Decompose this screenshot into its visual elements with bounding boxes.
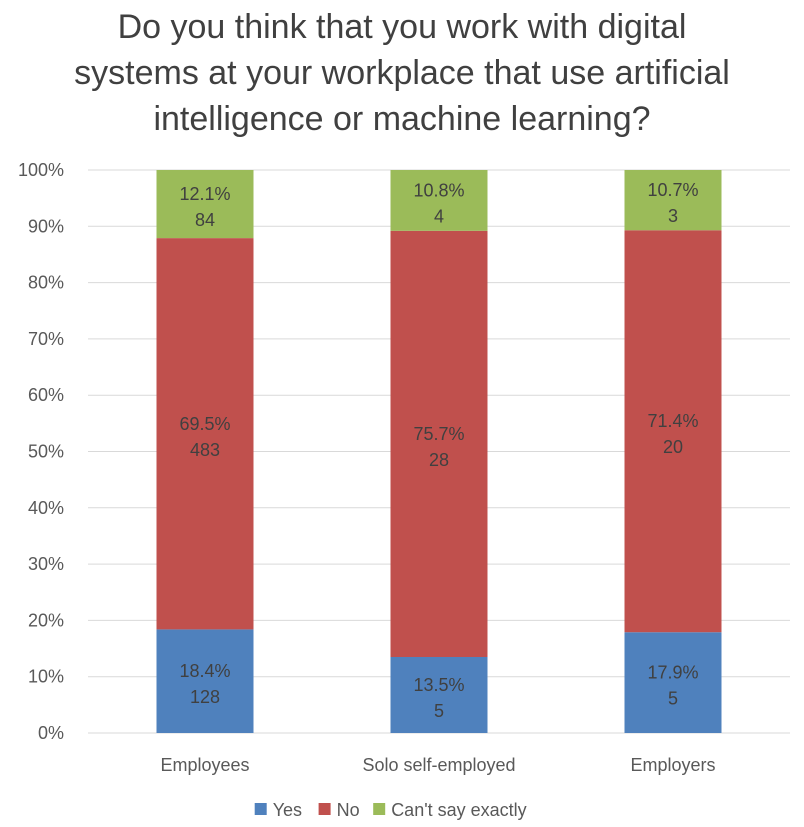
- data-label-count: 5: [668, 689, 678, 709]
- legend-label: Can't say exactly: [391, 800, 527, 820]
- legend-label: Yes: [273, 800, 302, 820]
- data-label-percent: 10.7%: [647, 180, 698, 200]
- legend-swatch: [254, 803, 267, 815]
- data-label-percent: 69.5%: [179, 414, 230, 434]
- y-tick-label: 10%: [28, 667, 64, 687]
- y-tick-label: 70%: [28, 329, 64, 349]
- y-tick-label: 0%: [38, 723, 64, 743]
- data-label-percent: 17.9%: [647, 663, 698, 683]
- x-category-label: Solo self-employed: [362, 755, 515, 775]
- bar-segment: [390, 230, 488, 657]
- y-tick-label: 90%: [28, 216, 64, 236]
- bar-segment: [624, 230, 722, 633]
- data-label-percent: 13.5%: [413, 675, 464, 695]
- data-label-count: 128: [190, 687, 220, 707]
- legend-swatch: [373, 803, 386, 815]
- x-category-label: Employees: [160, 755, 249, 775]
- data-label-count: 483: [190, 440, 220, 460]
- legend-label: No: [337, 800, 360, 820]
- bar-segment: [390, 656, 488, 733]
- x-category-label: Employers: [630, 755, 715, 775]
- data-label-count: 5: [434, 701, 444, 721]
- y-tick-label: 60%: [28, 385, 64, 405]
- data-label-percent: 75.7%: [413, 424, 464, 444]
- bar-segment: [156, 170, 254, 239]
- y-tick-label: 30%: [28, 554, 64, 574]
- data-label-count: 4: [434, 206, 444, 226]
- data-label-percent: 12.1%: [179, 184, 230, 204]
- data-label-percent: 71.4%: [647, 411, 698, 431]
- data-label-percent: 10.8%: [413, 180, 464, 200]
- chart-title-line-1: Do you think that you work with digital: [117, 8, 687, 46]
- legend-swatch: [318, 803, 331, 815]
- y-tick-label: 40%: [28, 498, 64, 518]
- data-label-percent: 18.4%: [179, 661, 230, 681]
- data-label-count: 20: [663, 437, 683, 457]
- data-label-count: 3: [668, 206, 678, 226]
- y-tick-label: 100%: [18, 160, 64, 180]
- y-tick-label: 80%: [28, 273, 64, 293]
- data-label-count: 84: [195, 210, 215, 230]
- chart-title: Do you think that you work with digital …: [0, 4, 804, 142]
- bar-segment: [624, 170, 722, 231]
- bar-segment: [156, 238, 254, 630]
- bar-segment: [624, 632, 722, 733]
- chart-title-line-2: systems at your workplace that use artif…: [74, 54, 730, 92]
- chart-title-line-3: intelligence or machine learning?: [153, 100, 651, 138]
- data-label-count: 28: [429, 450, 449, 470]
- bar-segment: [156, 629, 254, 733]
- y-tick-label: 50%: [28, 442, 64, 462]
- y-tick-label: 20%: [28, 610, 64, 630]
- bar-segment: [390, 170, 488, 231]
